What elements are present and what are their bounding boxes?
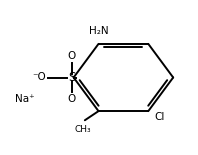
Text: S: S [68, 71, 75, 84]
Text: Na⁺: Na⁺ [15, 94, 35, 104]
Text: CH₃: CH₃ [75, 125, 91, 134]
Text: ⁻O: ⁻O [32, 73, 46, 82]
Text: O: O [68, 51, 76, 61]
Text: H₂N: H₂N [89, 26, 108, 36]
Text: Cl: Cl [154, 112, 165, 122]
Text: O: O [68, 94, 76, 104]
